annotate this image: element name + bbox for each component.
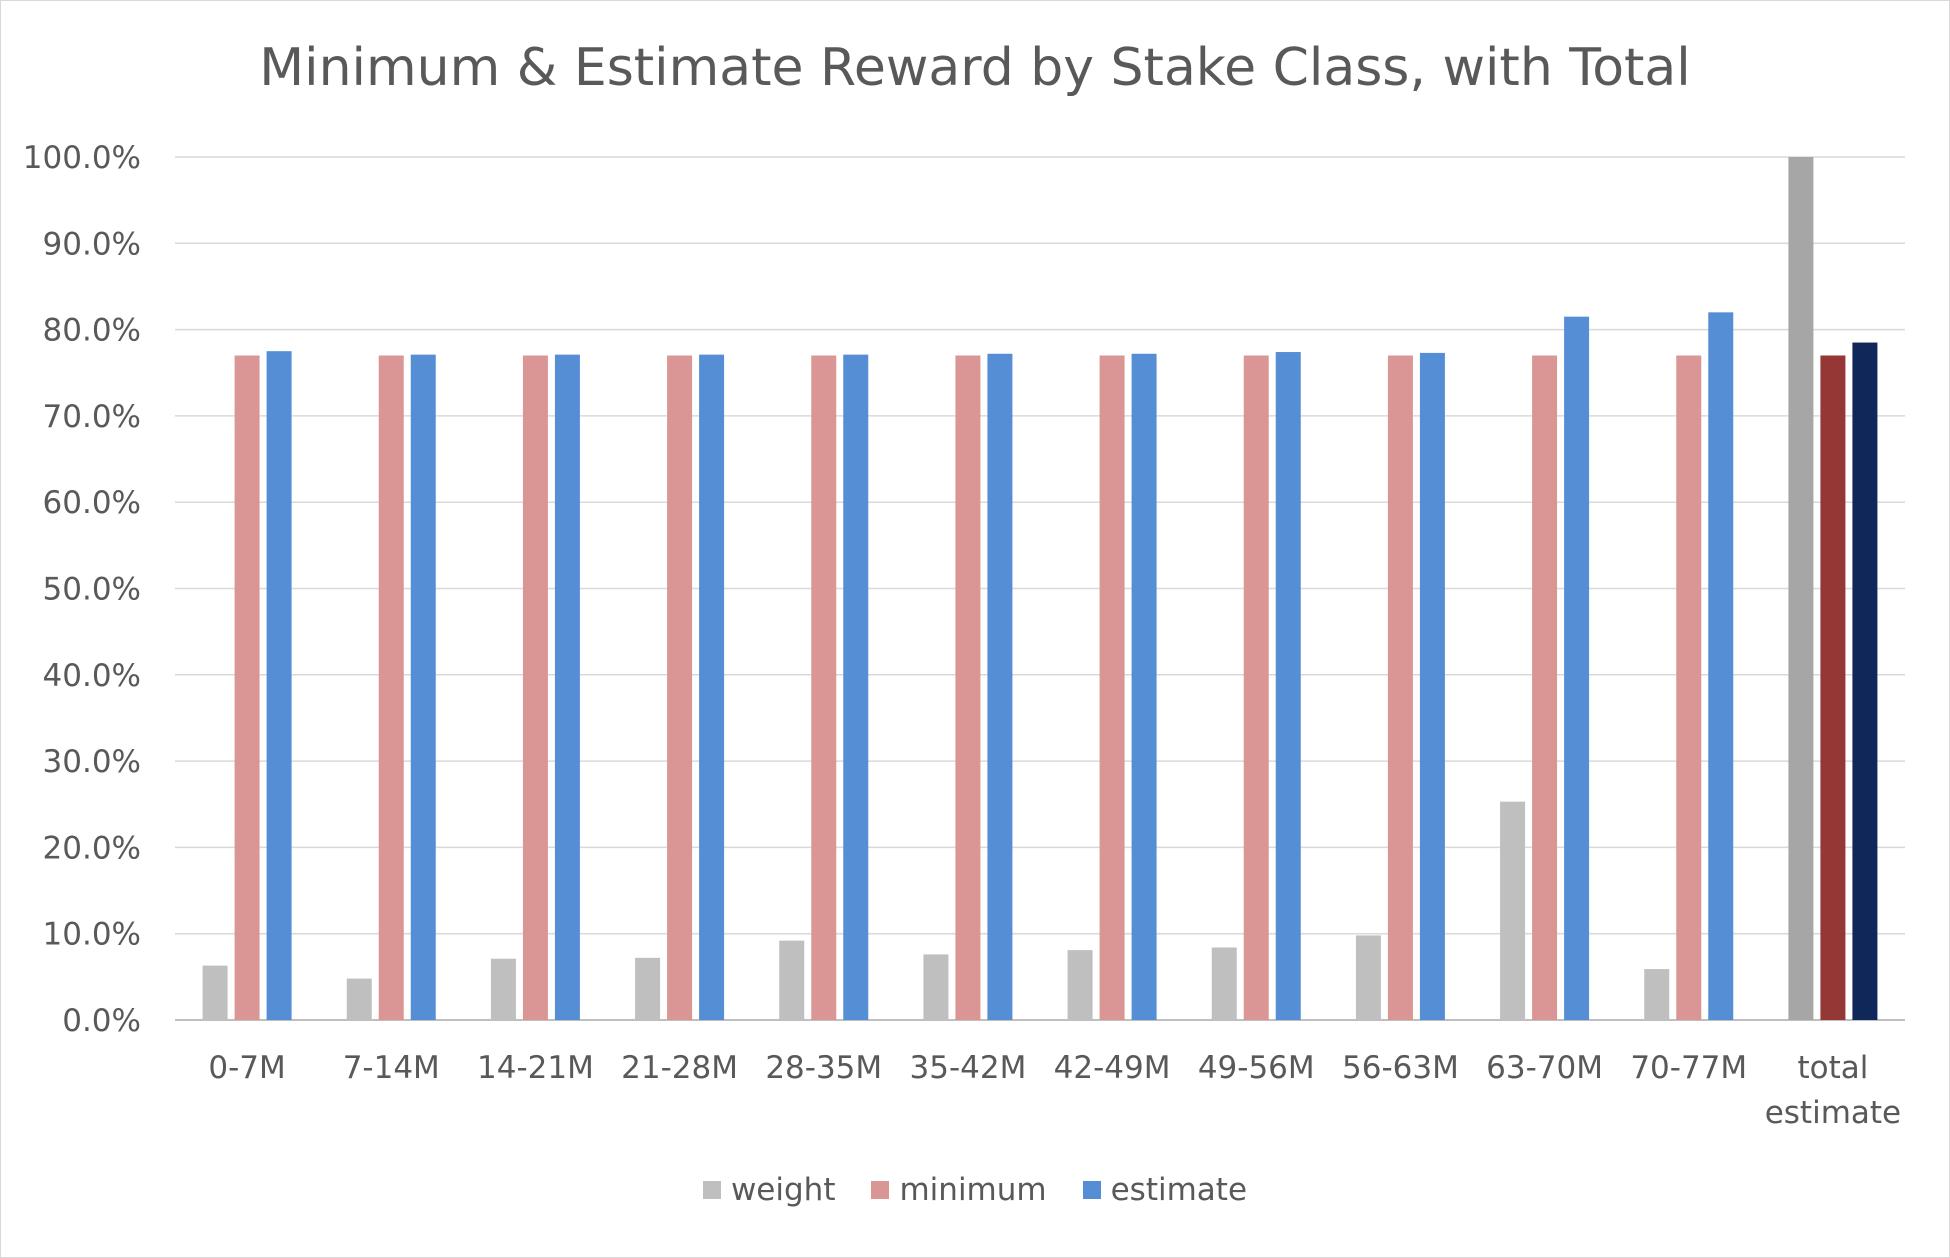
legend-label: minimum — [899, 1172, 1047, 1208]
legend-label: estimate — [1110, 1172, 1248, 1208]
y-tick-label: 50.0% — [43, 572, 141, 608]
bar-weight — [1500, 801, 1526, 1020]
bar-estimate — [266, 351, 292, 1020]
x-tick-label: 0-7M — [208, 1050, 285, 1086]
y-tick-label: 40.0% — [43, 658, 141, 694]
y-tick-label: 70.0% — [43, 399, 141, 435]
y-tick-label: 0.0% — [62, 1003, 141, 1039]
bar-weight — [635, 957, 661, 1020]
x-tick-label: 49-56M — [1198, 1050, 1315, 1086]
x-tick-label: 21-28M — [621, 1050, 738, 1086]
bar-estimate — [1419, 352, 1445, 1020]
bar-weight — [346, 978, 372, 1020]
x-tick-label: 7-14M — [343, 1050, 440, 1086]
bar-weight — [490, 958, 516, 1020]
y-tick-label: 80.0% — [43, 313, 141, 349]
bar-weight — [202, 965, 228, 1020]
bar-estimate — [1275, 352, 1301, 1021]
y-tick-label: 10.0% — [43, 917, 141, 953]
gridlines — [175, 156, 1905, 1021]
bar-estimate — [699, 354, 725, 1020]
bar-minimum — [1676, 355, 1702, 1020]
bar-estimate — [987, 353, 1013, 1020]
bar-estimate — [1564, 316, 1590, 1020]
y-tick-label: 30.0% — [43, 744, 141, 780]
legend-swatch — [1082, 1181, 1101, 1199]
bar-weight — [779, 940, 805, 1020]
x-tick-label: 14-21M — [477, 1050, 594, 1086]
bars — [202, 157, 1878, 1021]
bar-estimate — [1708, 312, 1734, 1021]
y-tick-label: 100.0% — [23, 140, 141, 176]
chart-title: Minimum & Estimate Reward by Stake Class… — [259, 38, 1691, 98]
bar-weight — [923, 954, 949, 1020]
y-tick-label: 20.0% — [43, 830, 141, 866]
bar-estimate — [843, 354, 869, 1020]
legend-item-estimate: estimate — [1082, 1172, 1248, 1208]
x-tick-label: 42-49M — [1054, 1050, 1171, 1086]
bar-minimum — [234, 355, 260, 1020]
bar-minimum — [667, 355, 693, 1020]
bar-minimum — [378, 355, 404, 1020]
legend-swatch — [871, 1181, 890, 1199]
x-axis-ticks: 0-7M 7-14M 14-21M 21-28M 28-35M 35-42M 42-49M 4… — [208, 1050, 1901, 1131]
bar-estimate — [1131, 353, 1157, 1020]
bar-weight — [1355, 935, 1381, 1020]
y-tick-label: 90.0% — [43, 226, 141, 262]
bar-minimum — [1099, 355, 1125, 1020]
bar-chart: 0.0% 10.0% 20.0% 30.0% 40.0% 50.0% 60.0% 70.0% 8… — [23, 140, 1905, 1131]
x-tick-label: 70-77M — [1630, 1050, 1747, 1086]
legend-item-minimum: minimum — [871, 1172, 1047, 1208]
x-tick-label: 28-35M — [765, 1050, 882, 1086]
y-axis-ticks: 0.0% 10.0% 20.0% 30.0% 40.0% 50.0% 60.0% 70.0% 8… — [23, 140, 141, 1039]
bar-estimate — [1852, 342, 1878, 1020]
legend-swatch — [702, 1181, 721, 1199]
bar-weight — [1644, 969, 1670, 1020]
bar-minimum — [522, 355, 548, 1020]
bar-minimum — [811, 355, 837, 1020]
bar-minimum — [955, 355, 981, 1020]
bar-weight — [1211, 947, 1237, 1020]
legend: weight minimum estimate — [0, 1172, 1950, 1208]
x-tick-label: total estimate — [1765, 1050, 1901, 1131]
bar-minimum — [1387, 355, 1413, 1020]
legend-label: weight — [730, 1172, 836, 1208]
bar-weight — [1067, 950, 1093, 1020]
bar-minimum — [1532, 355, 1558, 1020]
bar-minimum — [1820, 355, 1846, 1020]
legend-item-weight: weight — [702, 1172, 836, 1208]
x-tick-label: 35-42M — [910, 1050, 1027, 1086]
y-tick-label: 60.0% — [43, 485, 141, 521]
bar-weight — [1788, 157, 1814, 1020]
x-tick-label: 56-63M — [1342, 1050, 1459, 1086]
bar-minimum — [1243, 355, 1269, 1020]
bar-estimate — [554, 354, 580, 1020]
x-tick-label: 63-70M — [1486, 1050, 1603, 1086]
bar-estimate — [410, 354, 436, 1020]
